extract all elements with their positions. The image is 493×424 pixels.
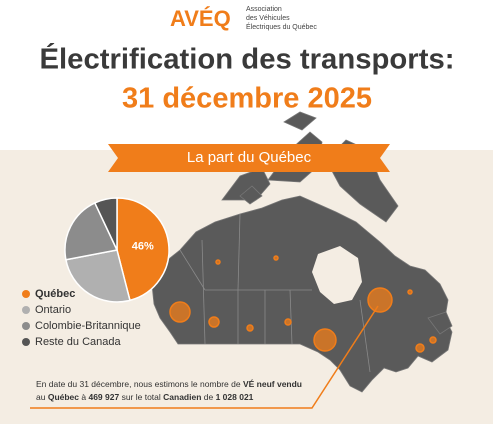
callout-line (30, 305, 379, 409)
bubbles (169, 255, 437, 353)
logo-org: Électriques du Québec (246, 22, 317, 31)
ribbon-text: La part du Québec (187, 149, 312, 166)
logo-org: des Véhicules (246, 15, 290, 22)
legend-marker (22, 306, 30, 314)
value-label: 46% (132, 241, 154, 253)
pie-slice (64, 201, 119, 261)
logo-org: Association (246, 6, 282, 13)
footnote-text: 469 927 (88, 392, 119, 402)
legend-marker (22, 322, 30, 330)
footnote-line: En date du 31 décembre, nous estimons le… (36, 379, 302, 389)
footnote-text: de (201, 392, 215, 402)
legend-label: Colombie-Britannique (35, 320, 141, 332)
footnote-text: sur le total (119, 392, 163, 402)
footnote: En date du 31 décembre, nous estimons le… (36, 379, 302, 402)
ribbon (108, 144, 390, 172)
footnote-line: au Québec à 469 927 sur le total Canadie… (36, 392, 254, 402)
pie-slice (65, 249, 131, 303)
footnote-text: au (36, 392, 48, 402)
pie-slice (116, 197, 170, 302)
footnote-text: à (79, 392, 88, 402)
legend-label: Reste du Canada (35, 336, 121, 348)
footnote-text: Québec (48, 392, 79, 402)
footnote-text: VÉ neuf vendu (243, 379, 302, 389)
legend-label: Ontario (35, 304, 71, 316)
legend-label: Québec (35, 288, 75, 300)
hudson-bay (312, 246, 362, 304)
logo: AVÉQ Association des Véhicules Électriqu… (170, 6, 317, 31)
legend-marker (22, 290, 30, 298)
legend-marker (22, 338, 30, 346)
pie-slice (93, 197, 118, 251)
province-borders (179, 213, 371, 373)
title: Électrification des transports: (40, 42, 455, 76)
canada-map (151, 111, 453, 393)
logo-brand: AVÉQ (170, 6, 231, 31)
subtitle: 31 décembre 2025 (122, 83, 372, 115)
footnote-text: En date du 31 décembre, nous estimons le… (36, 379, 243, 389)
footnote-text: Canadien (163, 392, 201, 402)
footnote-text: 1 028 021 (216, 392, 254, 402)
